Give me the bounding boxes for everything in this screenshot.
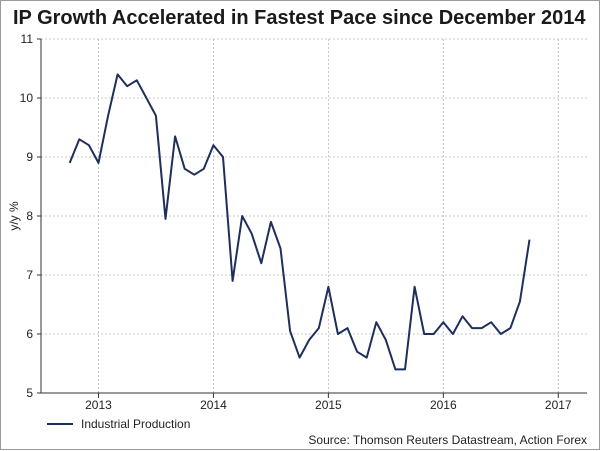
grid-lines (41, 39, 587, 393)
x-tick-label: 2014 (200, 398, 227, 412)
x-tick-label: 2013 (85, 398, 112, 412)
y-axis-label: y/y % (7, 201, 21, 231)
x-tick-label: 2016 (430, 398, 457, 412)
y-tick-label: 5 (26, 386, 33, 400)
x-tick-labels: 2013 2014 2015 2016 2017 (85, 398, 572, 412)
series-line-industrial-production (70, 74, 530, 369)
y-tick-label: 7 (26, 268, 33, 282)
axes (37, 39, 587, 398)
source-note: Source: Thomson Reuters Datastream, Acti… (308, 433, 587, 447)
legend: Industrial Production (47, 417, 190, 431)
legend-label-industrial-production: Industrial Production (81, 417, 190, 431)
y-tick-label: 9 (26, 150, 33, 164)
y-tick-label: 10 (20, 91, 34, 105)
series-group (70, 74, 530, 369)
x-tick-label: 2017 (545, 398, 572, 412)
y-tick-labels: 5 6 7 8 9 10 11 (20, 32, 34, 400)
x-tick-label: 2015 (315, 398, 342, 412)
y-tick-label: 8 (26, 209, 33, 223)
y-tick-label: 11 (21, 32, 34, 46)
y-tick-label: 6 (26, 327, 33, 341)
